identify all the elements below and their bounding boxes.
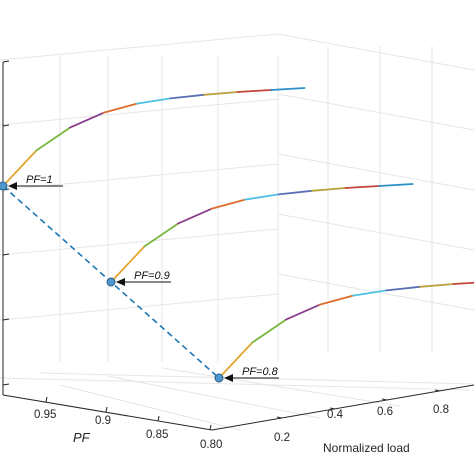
start-point-marker: [214, 373, 224, 383]
series-line-segment: [344, 185, 380, 189]
x-tick-labels: 0.2 0.4 0.6 0.8: [274, 404, 449, 444]
x-axis-line: [211, 384, 474, 431]
x-tick-mark: [381, 398, 388, 401]
z-tick-mark: [2, 124, 10, 127]
grid-line: [0, 33, 279, 61]
annotation-label: PF=1: [26, 174, 53, 186]
annotation-arrowhead: [224, 374, 233, 382]
y-tick-mark: [45, 396, 48, 403]
series-line-segment: [35, 126, 71, 152]
z-tick-mark: [2, 318, 10, 321]
x-tick-mark: [434, 389, 441, 392]
start-point-marker: [106, 277, 116, 287]
grid-line: [277, 153, 474, 191]
y-axis-line: [2, 394, 213, 431]
y-tick-labels: 0.95 0.9 0.85 0.80: [34, 409, 222, 451]
x-tick-label: 0.4: [327, 409, 344, 421]
y-axis-label: PF: [73, 430, 91, 445]
series-line-segment: [285, 303, 321, 321]
series-line-segment: [136, 97, 172, 105]
series-line-segment: [218, 341, 254, 379]
x-tick-mark: [276, 416, 283, 419]
series-line-segment: [110, 245, 146, 283]
series-line-segment: [270, 87, 306, 91]
series-line-segment: [143, 222, 179, 248]
x-axis-label: Normalized load: [323, 441, 410, 455]
x-tick-label: 0.2: [274, 432, 290, 444]
annotations: PF=1 PF=0.9 PF=0.8: [8, 174, 279, 382]
y-tick-mark: [157, 415, 160, 422]
series-line-segment: [352, 289, 388, 297]
annotation-arrowhead: [116, 278, 125, 286]
x-tick-label: 0.8: [433, 404, 449, 416]
series-line-segment: [277, 189, 313, 196]
series-line-segment: [385, 285, 421, 292]
z-tick-mark: [2, 253, 10, 256]
annotation-label: PF=0.8: [242, 366, 279, 378]
annotation-arrowhead: [8, 182, 17, 190]
series-line-segment: [311, 187, 347, 192]
series-line-segment: [236, 89, 272, 93]
z-tick-mark: [2, 383, 10, 386]
series-line-segment: [318, 294, 354, 306]
y-tick-label: 0.95: [34, 409, 56, 421]
y-tick-label: 0.9: [95, 415, 111, 427]
grid-line: [0, 228, 279, 256]
y-tick-label: 0.80: [200, 439, 222, 451]
annotation-label: PF=0.9: [134, 270, 170, 282]
y-tick-mark: [209, 424, 212, 431]
grid-line: [107, 375, 321, 419]
series-line-segment: [210, 198, 246, 210]
grid-line: [0, 98, 279, 126]
grid-line: [277, 213, 474, 251]
series-line-segment: [378, 183, 414, 187]
series-line-segment: [244, 193, 280, 201]
start-point-marker: [0, 181, 8, 191]
series-line-segment: [2, 149, 38, 187]
series-line-segment: [419, 283, 455, 288]
grid-line: [277, 33, 474, 71]
grid-line: [277, 93, 474, 131]
series-line-segment: [177, 207, 213, 225]
series-line-segment: [251, 318, 287, 344]
series-line-segment: [169, 93, 205, 100]
axes: [2, 60, 474, 431]
series-lines: [0, 87, 474, 383]
x-tick-label: 0.6: [377, 406, 393, 418]
y-tick-label: 0.85: [146, 429, 168, 441]
x-tick-mark: [329, 407, 336, 410]
grid-line: [161, 367, 401, 407]
series-line-segment: [69, 111, 105, 129]
z-tick-mark: [2, 60, 10, 63]
series-line-segment: [102, 102, 138, 114]
series-line-segment: [452, 281, 474, 285]
y-tick-mark: [105, 406, 108, 413]
grid-line: [0, 377, 471, 391]
grid-lines: [0, 33, 474, 431]
grid-line: [59, 384, 241, 431]
series-line-segment: [203, 91, 239, 96]
